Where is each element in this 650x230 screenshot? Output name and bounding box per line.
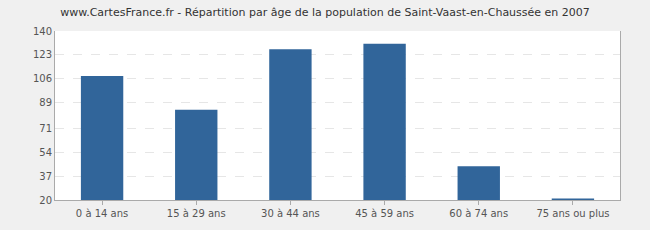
svg-text:60 à 74 ans: 60 à 74 ans — [449, 208, 508, 219]
svg-text:123: 123 — [33, 49, 52, 60]
svg-text:0 à 14 ans: 0 à 14 ans — [76, 208, 128, 219]
svg-text:89: 89 — [39, 97, 52, 108]
svg-text:30 à 44 ans: 30 à 44 ans — [261, 208, 320, 219]
svg-text:54: 54 — [39, 147, 52, 158]
svg-text:140: 140 — [33, 26, 52, 37]
svg-text:www.CartesFrance.fr - Répartit: www.CartesFrance.fr - Répartition par âg… — [60, 6, 590, 19]
svg-text:106: 106 — [33, 73, 52, 84]
svg-text:37: 37 — [39, 171, 52, 182]
svg-text:71: 71 — [39, 123, 52, 134]
svg-text:45 à 59 ans: 45 à 59 ans — [355, 208, 414, 219]
svg-text:20: 20 — [39, 195, 52, 206]
svg-text:15 à 29 ans: 15 à 29 ans — [167, 208, 226, 219]
svg-text:75 ans ou plus: 75 ans ou plus — [536, 208, 609, 219]
